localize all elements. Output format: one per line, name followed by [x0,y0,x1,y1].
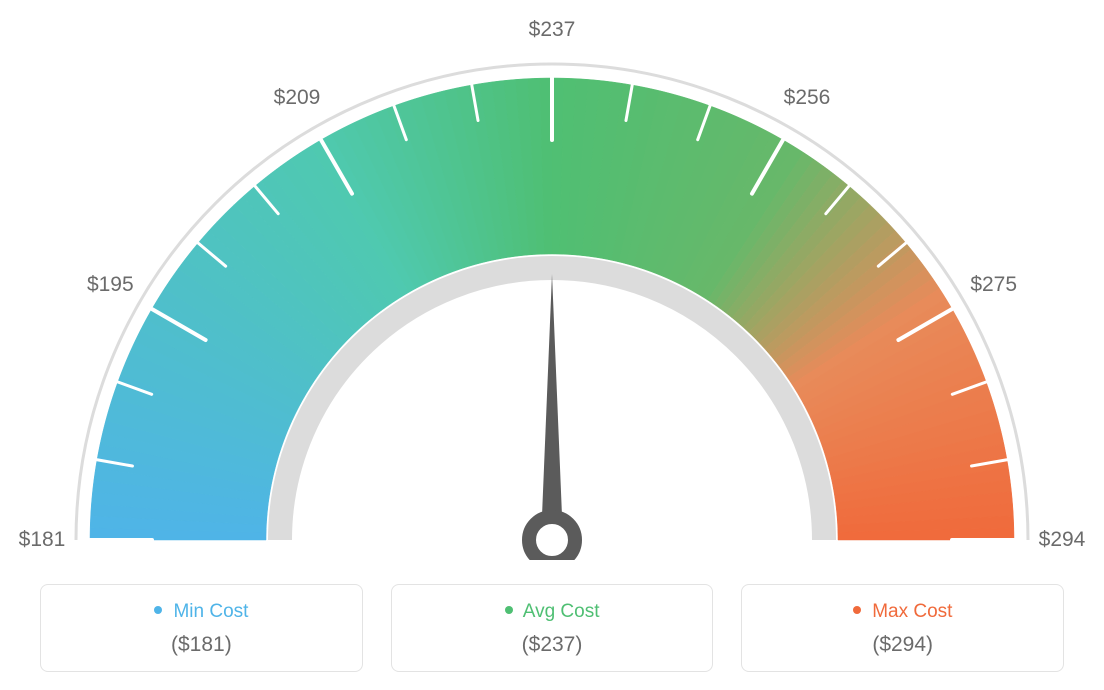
min-cost-value: ($181) [51,633,352,657]
avg-cost-label: Avg Cost [523,601,600,622]
max-dot-icon [853,606,861,614]
gauge-tick-label: $275 [970,273,1017,297]
gauge-tick-label: $195 [87,273,134,297]
max-cost-value: ($294) [752,633,1053,657]
gauge-tick-label: $237 [529,18,576,42]
gauge-tick-label: $181 [19,528,66,552]
gauge-svg [0,0,1104,560]
max-cost-title: Max Cost [752,601,1053,623]
gauge-tick-label: $256 [784,86,831,110]
avg-dot-icon [505,606,513,614]
min-cost-title: Min Cost [51,601,352,623]
min-dot-icon [154,606,162,614]
max-cost-card: Max Cost ($294) [741,584,1064,672]
avg-cost-card: Avg Cost ($237) [391,584,714,672]
avg-cost-value: ($237) [402,633,703,657]
avg-cost-title: Avg Cost [402,601,703,623]
gauge-chart-container: $181 $195 $209 $237 $256 $275 $294 Min Cost ($… [0,0,1104,690]
min-cost-card: Min Cost ($181) [40,584,363,672]
max-cost-label: Max Cost [872,601,952,622]
min-cost-label: Min Cost [173,601,248,622]
gauge-tick-label: $209 [274,86,321,110]
gauge-tick-label: $294 [1039,528,1086,552]
gauge: $181 $195 $209 $237 $256 $275 $294 [0,0,1104,560]
summary-cards: Min Cost ($181) Avg Cost ($237) Max Cost… [40,584,1064,672]
